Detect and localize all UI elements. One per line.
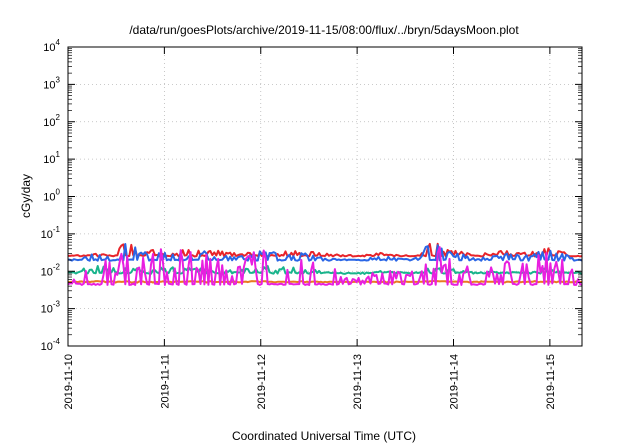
y-tick-label: 10-3	[41, 300, 61, 316]
series-line	[67, 243, 583, 262]
x-axis: 2019-11-10 2019-11-11 2019-11-12 2019-11-13…	[63, 47, 557, 409]
chart-title: /data/run/goesPlots/archive/2019-11-15/0…	[129, 23, 519, 37]
x-tick-label: 2019-11-15	[545, 354, 557, 409]
x-tick-label: 2019-11-12	[256, 354, 268, 409]
x-axis-label: Coordinated Universal Time (UTC)	[232, 429, 416, 443]
y-tick-label: 10-1	[41, 225, 61, 241]
y-tick-label: 103	[43, 75, 60, 91]
series-line	[67, 242, 583, 258]
series-group	[67, 242, 583, 286]
x-tick-label: 2019-11-14	[449, 354, 461, 409]
x-tick-label: 2019-11-13	[352, 354, 364, 409]
x-tick-label: 2019-11-11	[159, 354, 171, 409]
y-tick-label: 100	[43, 188, 60, 204]
grid-lines	[67, 47, 582, 346]
y-axis: 10-4 10-3 10-2 10-1 100 101 102 103 104	[41, 38, 582, 353]
y-tick-label: 101	[43, 150, 60, 166]
y-axis-label: cGy/day	[19, 174, 33, 218]
x-tick-label: 2019-11-10	[63, 354, 75, 409]
series-line	[67, 279, 582, 284]
y-tick-label: 102	[43, 113, 60, 129]
series-line	[67, 246, 583, 286]
y-tick-label: 10-4	[41, 337, 61, 353]
y-tick-label: 104	[43, 38, 60, 54]
y-tick-label: 10-2	[41, 262, 61, 278]
